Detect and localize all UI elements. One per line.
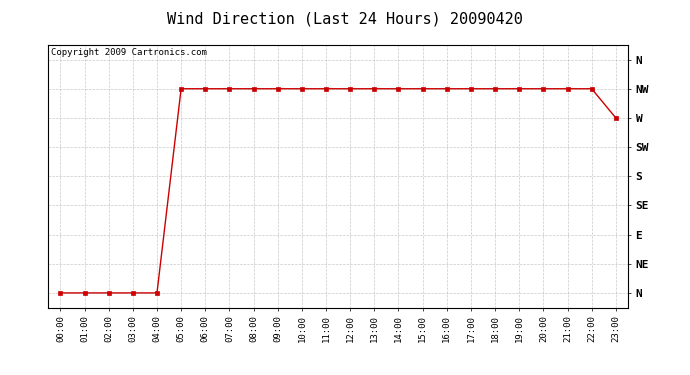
Text: Copyright 2009 Cartronics.com: Copyright 2009 Cartronics.com (51, 48, 207, 57)
Text: Wind Direction (Last 24 Hours) 20090420: Wind Direction (Last 24 Hours) 20090420 (167, 11, 523, 26)
